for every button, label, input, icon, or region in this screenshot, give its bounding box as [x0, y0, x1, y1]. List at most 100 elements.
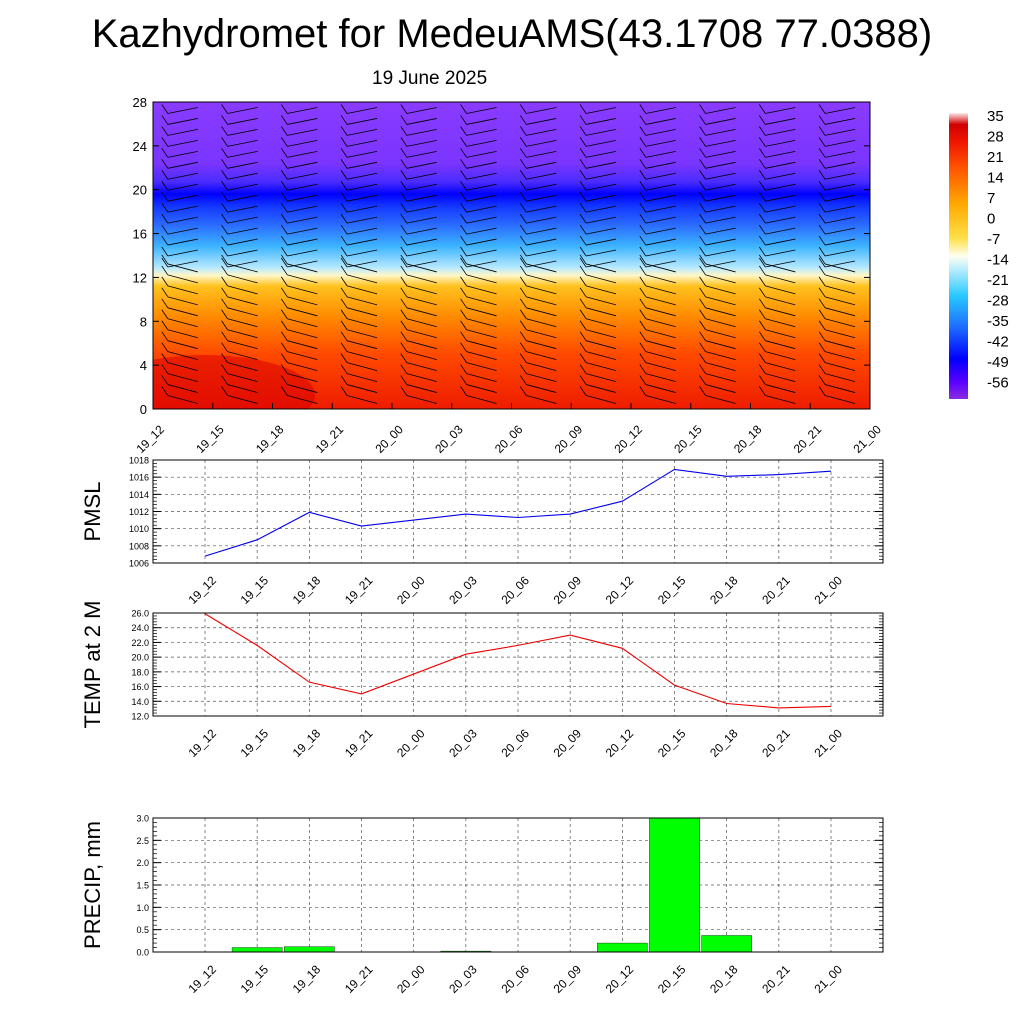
wind-barb-feather: [280, 287, 288, 298]
wind-barb-feather: [519, 148, 527, 158]
wind-barb-feather: [161, 191, 169, 202]
wind-barb: [585, 183, 617, 191]
wind-barb-feather: [161, 309, 169, 319]
wind-barb: [824, 329, 856, 339]
wind-barb-feather: [579, 320, 587, 330]
wind-barb: [346, 139, 378, 147]
wind-barb: [705, 285, 736, 295]
wind-barb-feather: [340, 331, 348, 341]
wind-barb: [705, 340, 736, 350]
wind-barb: [526, 274, 557, 284]
wind-barb-feather: [221, 257, 228, 268]
wind-barb: [824, 194, 856, 202]
wind-barb-feather: [221, 331, 228, 341]
wind-barb: [705, 194, 736, 202]
wind-barb-feather: [460, 213, 467, 224]
wind-barb: [765, 373, 796, 382]
wind-barb: [585, 351, 617, 361]
wind-barb-feather: [221, 353, 228, 363]
wind-barb: [466, 216, 497, 224]
wind-barb: [346, 260, 378, 268]
wind-barb: [287, 351, 318, 361]
x-tick-label: 20_12: [603, 962, 637, 996]
y-tick-label: 0: [140, 402, 147, 417]
wind-barb: [645, 395, 676, 404]
wind-barb: [705, 362, 736, 372]
wind-barb-feather: [400, 386, 408, 396]
wind-barb-feather: [579, 254, 587, 265]
wind-barb-feather: [758, 287, 766, 298]
x-tick-label: 20_12: [603, 726, 637, 760]
wind-barb-feather: [340, 342, 348, 352]
wind-barb: [765, 285, 796, 295]
x-tick-label: 20_21: [759, 726, 793, 760]
wind-barb-feather: [639, 170, 647, 180]
wind-barb: [287, 318, 318, 328]
wind-barb: [227, 296, 258, 306]
wind-barb-feather: [639, 126, 647, 136]
wind-barb: [824, 274, 856, 284]
wind-barb: [466, 329, 497, 339]
wind-barb-feather: [460, 257, 467, 268]
wind-barb: [526, 150, 557, 158]
wind-barb: [227, 216, 258, 224]
wind-barb-feather: [699, 191, 706, 202]
wind-barb-feather: [639, 213, 647, 224]
wind-barb-feather: [460, 235, 467, 246]
wind-barb: [705, 351, 736, 361]
wind-barb: [287, 172, 318, 180]
colorbar-label: -28: [987, 293, 1009, 310]
wind-barb: [824, 129, 856, 136]
wind-barb-feather: [639, 309, 647, 319]
wind-barb-feather: [699, 276, 706, 287]
wind-barb: [167, 263, 198, 273]
wind-barb-feather: [460, 276, 467, 287]
x-tick-label: 19_18: [290, 962, 324, 996]
wind-barb: [526, 340, 557, 350]
wind-barb-feather: [400, 276, 408, 287]
wind-barb: [824, 216, 856, 224]
wind-barb: [526, 194, 557, 202]
wind-barb-feather: [161, 246, 169, 257]
wind-barb: [645, 216, 676, 224]
wind-barb-feather: [400, 257, 408, 268]
wind-barb: [167, 249, 198, 257]
wind-barb-feather: [519, 298, 527, 309]
wind-barb-feather: [161, 115, 169, 125]
wind-barb-feather: [579, 235, 587, 246]
wind-barb: [287, 150, 318, 158]
wind-barb-feather: [280, 148, 288, 158]
wind-barb-feather: [699, 331, 706, 341]
wind-barb-feather: [400, 235, 408, 246]
wind-barb: [585, 263, 617, 273]
wind-barb-feather: [400, 191, 408, 202]
wind-barb-feather: [519, 331, 527, 341]
wind-barb: [167, 139, 198, 147]
wind-barb-feather: [758, 170, 766, 180]
temperature-field: [153, 102, 870, 409]
wind-barb-feather: [579, 265, 587, 276]
wind-barb: [765, 129, 796, 136]
wind-barb: [526, 362, 557, 372]
wind-barb-feather: [758, 257, 766, 268]
wind-barb-feather: [340, 298, 348, 309]
x-tick-label: 19_18: [290, 573, 324, 607]
wind-barb-feather: [639, 364, 647, 374]
wind-barb-feather: [519, 115, 527, 125]
wind-barb-feather: [699, 265, 706, 276]
wind-barb: [466, 161, 497, 169]
wind-barb: [526, 263, 557, 273]
y-tick-label: 18.0: [131, 667, 149, 677]
wind-barb: [705, 318, 736, 328]
wind-barb: [167, 227, 198, 235]
wind-barb-feather: [818, 276, 826, 287]
wind-barb-feather: [758, 202, 766, 213]
wind-barb: [585, 205, 617, 213]
wind-barb: [765, 238, 796, 246]
wind-barb: [466, 395, 497, 404]
x-tick-label: 20_03: [446, 573, 480, 607]
wind-barb: [346, 183, 378, 191]
wind-barb-feather: [340, 213, 348, 224]
wind-barb: [406, 183, 437, 191]
x-tick-label: 19_21: [342, 726, 376, 760]
